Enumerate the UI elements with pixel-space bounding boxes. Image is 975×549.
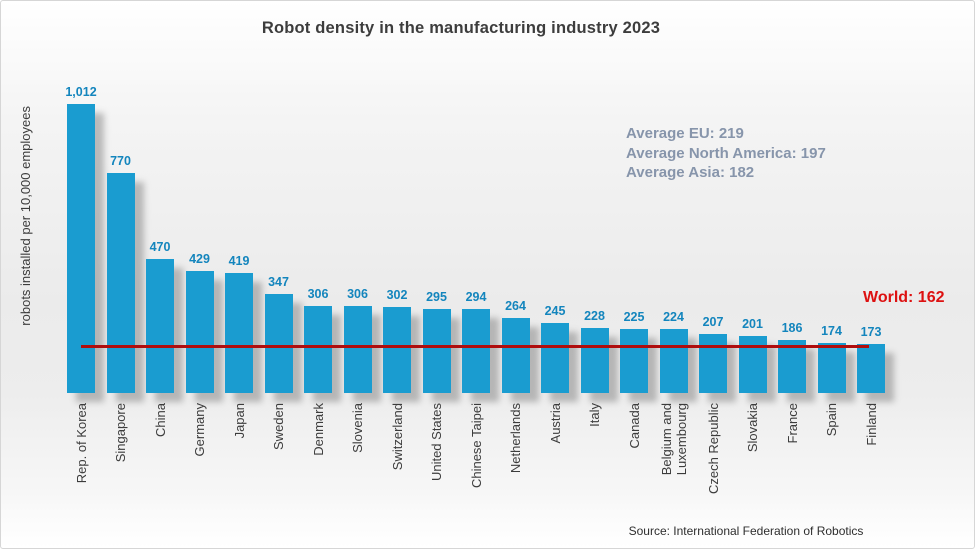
- bar: [738, 335, 767, 393]
- world-reference-line: [81, 345, 869, 349]
- bar: [462, 309, 490, 393]
- x-axis-label: Belgium and Luxembourg: [658, 403, 689, 476]
- x-axis-label: United States: [429, 403, 444, 482]
- bar-value-label: 264: [505, 298, 526, 313]
- bar: [422, 308, 451, 393]
- x-axis-label: Spain: [824, 403, 839, 437]
- x-axis-label: Denmark: [310, 403, 326, 456]
- bar-value-label: 207: [702, 314, 724, 329]
- bar-value-label: 245: [544, 304, 566, 319]
- bar-value-label: 294: [465, 290, 487, 305]
- bar-value-label: 201: [742, 316, 763, 331]
- x-axis-label: Netherlands: [508, 403, 523, 474]
- x-axis-label: Singapore: [113, 403, 128, 463]
- bar: [383, 306, 411, 393]
- x-axis-label: Chinese Taipei: [468, 403, 484, 489]
- bar-value-label: 419: [228, 254, 250, 269]
- bar-value-label: 173: [860, 324, 882, 339]
- bar: [146, 258, 174, 393]
- bar: [264, 294, 293, 393]
- x-axis-label: Canada: [626, 403, 642, 449]
- bar-value-label: 1,012: [65, 85, 97, 100]
- bar: [343, 305, 372, 393]
- x-axis-label: Czech Republic: [705, 403, 721, 495]
- chart-title: Robot density in the manufacturing indus…: [261, 19, 661, 37]
- x-axis-label: Japan: [231, 403, 247, 439]
- bar-value-label: 228: [584, 308, 605, 323]
- y-axis-label: robots installed per 10,000 employees: [18, 106, 33, 326]
- bar-value-label: 295: [426, 289, 447, 304]
- bar: [304, 305, 332, 393]
- bar: [501, 317, 530, 393]
- bar: [857, 343, 885, 393]
- x-axis-label: Germany: [192, 403, 207, 457]
- bar: [659, 329, 688, 393]
- x-axis-label: Austria: [547, 403, 563, 444]
- bar-value-label: 302: [386, 287, 408, 302]
- bar-value-label: 174: [821, 324, 842, 339]
- bar: [699, 333, 727, 393]
- source-note: Source: International Federation of Robo…: [628, 524, 864, 538]
- x-axis-label: France: [784, 403, 800, 444]
- x-axis-label: Slovenia: [350, 403, 365, 453]
- bar: [106, 173, 135, 393]
- x-axis-label: Slovakia: [745, 403, 760, 453]
- bar: [817, 343, 846, 393]
- average-eu-annotation: Average EU: 219: [626, 125, 744, 142]
- bar: [67, 104, 95, 393]
- average-north-america-annotation: Average North America: 197: [626, 144, 826, 162]
- bar-value-label: 306: [347, 286, 368, 301]
- bar-value-label: 306: [307, 286, 329, 301]
- regional-averages-annotation: Average EU: 219 Average North America: 1…: [626, 124, 826, 183]
- world-average-label: World: 162: [863, 289, 945, 306]
- bar-value-label: 225: [623, 309, 645, 324]
- bar: [225, 273, 253, 393]
- bar: [185, 270, 214, 393]
- bar: [580, 327, 609, 393]
- bar-value-label: 224: [663, 310, 684, 325]
- x-axis-label: China: [152, 403, 168, 437]
- x-axis-label: Switzerland: [389, 403, 405, 471]
- x-axis-label: Italy: [587, 403, 602, 427]
- x-axis-label: Finland: [863, 403, 879, 446]
- bar-value-label: 470: [149, 239, 171, 254]
- bar-value-label: 770: [110, 154, 131, 169]
- bar-value-label: 186: [781, 320, 803, 335]
- bar: [541, 323, 569, 393]
- bar: [778, 339, 806, 393]
- bar-value-label: 429: [189, 251, 210, 266]
- x-axis-label: Sweden: [271, 403, 286, 450]
- average-asia-annotation: Average Asia: 182: [626, 164, 755, 181]
- bar: [620, 328, 648, 393]
- bar-value-label: 347: [268, 275, 289, 289]
- x-axis-label: Rep. of Korea: [73, 403, 89, 484]
